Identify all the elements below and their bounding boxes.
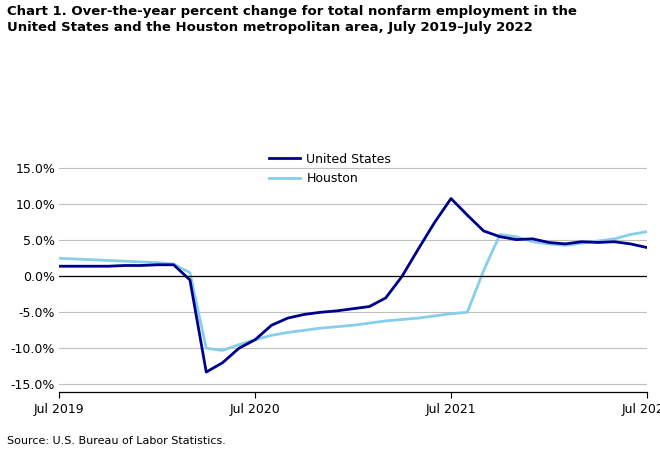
United States: [267, 323, 275, 328]
United States: [284, 315, 292, 321]
Houston: [561, 243, 569, 248]
United States: [496, 234, 504, 239]
United States: [366, 304, 374, 309]
United States: [512, 237, 520, 242]
United States: [121, 263, 129, 268]
Legend: United States, Houston: United States, Houston: [264, 148, 396, 190]
United States: [480, 228, 488, 234]
United States: [610, 239, 618, 244]
United States: [447, 196, 455, 201]
Houston: [512, 234, 520, 239]
United States: [55, 264, 63, 269]
United States: [137, 263, 145, 268]
United States: [218, 360, 226, 365]
Houston: [529, 239, 537, 244]
United States: [529, 236, 537, 242]
Houston: [366, 320, 374, 326]
Houston: [88, 257, 96, 262]
Houston: [381, 318, 389, 324]
United States: [643, 245, 651, 250]
United States: [333, 308, 341, 314]
Houston: [170, 261, 178, 267]
Houston: [235, 342, 243, 347]
Houston: [414, 315, 422, 321]
United States: [251, 337, 259, 342]
United States: [186, 277, 194, 283]
United States: [349, 306, 357, 311]
Line: United States: United States: [59, 198, 647, 372]
Houston: [447, 311, 455, 316]
United States: [317, 310, 325, 315]
United States: [381, 295, 389, 301]
United States: [235, 346, 243, 351]
Houston: [496, 232, 504, 237]
Houston: [333, 324, 341, 329]
Houston: [626, 232, 634, 237]
United States: [545, 240, 553, 245]
United States: [578, 239, 585, 244]
Houston: [137, 259, 145, 265]
Houston: [578, 240, 585, 246]
Houston: [463, 310, 471, 315]
Line: Houston: Houston: [59, 232, 647, 351]
United States: [88, 264, 96, 269]
Text: Chart 1. Over-the-year percent change for total nonfarm employment in the
United: Chart 1. Over-the-year percent change fo…: [7, 4, 576, 33]
Houston: [55, 256, 63, 261]
United States: [398, 274, 406, 279]
Houston: [398, 317, 406, 322]
Houston: [594, 238, 602, 244]
Houston: [545, 241, 553, 247]
Houston: [153, 260, 161, 265]
Houston: [251, 337, 259, 342]
Houston: [349, 323, 357, 328]
Houston: [72, 256, 80, 262]
Houston: [121, 258, 129, 264]
United States: [72, 264, 80, 269]
United States: [170, 262, 178, 267]
Houston: [431, 313, 439, 319]
United States: [104, 264, 112, 269]
Houston: [317, 325, 325, 331]
Houston: [186, 270, 194, 275]
United States: [202, 369, 210, 375]
United States: [414, 246, 422, 252]
Houston: [218, 348, 226, 353]
Houston: [643, 229, 651, 234]
United States: [594, 240, 602, 245]
United States: [431, 220, 439, 225]
Houston: [610, 236, 618, 242]
Houston: [284, 330, 292, 335]
United States: [626, 241, 634, 247]
Houston: [267, 333, 275, 338]
Houston: [202, 346, 210, 351]
United States: [300, 312, 308, 317]
Houston: [300, 328, 308, 333]
Houston: [480, 268, 488, 273]
Text: Source: U.S. Bureau of Labor Statistics.: Source: U.S. Bureau of Labor Statistics.: [7, 436, 226, 446]
United States: [463, 212, 471, 218]
Houston: [104, 258, 112, 263]
United States: [561, 241, 569, 247]
United States: [153, 262, 161, 267]
